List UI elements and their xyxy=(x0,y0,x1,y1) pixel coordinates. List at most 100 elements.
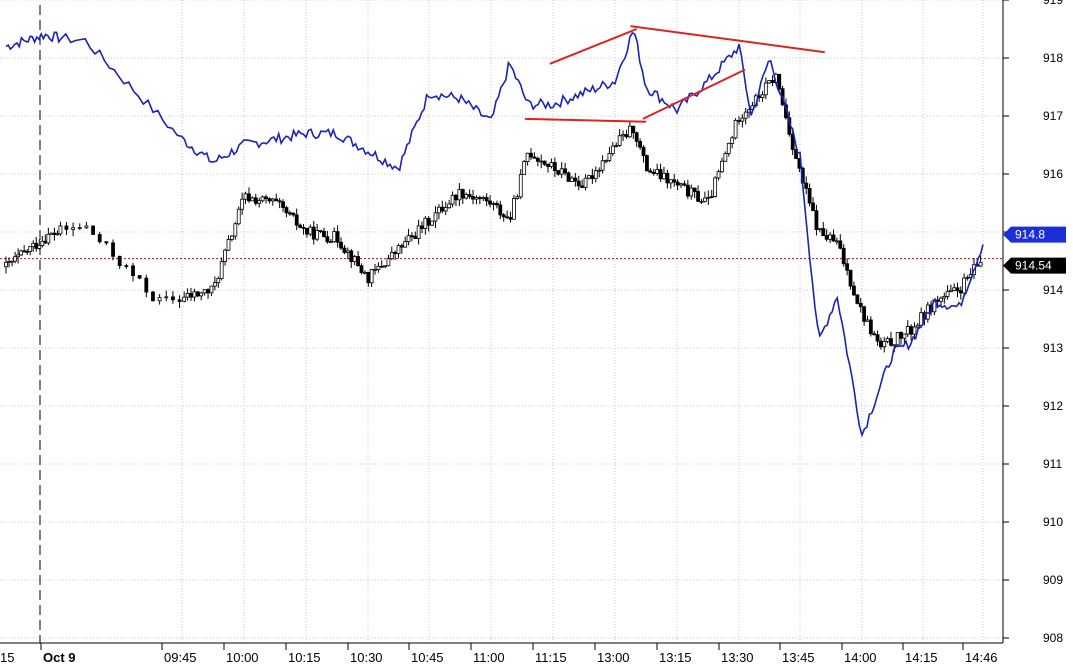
candle-body xyxy=(13,256,17,262)
candle-body xyxy=(682,183,687,186)
candle-body xyxy=(811,202,815,212)
candle-body xyxy=(868,319,873,335)
candle-body xyxy=(233,223,238,237)
candle-body xyxy=(955,287,960,292)
candle-body xyxy=(624,134,629,138)
candle-body xyxy=(117,255,122,267)
candle-body xyxy=(899,332,903,339)
y-tick-label: 918 xyxy=(1043,51,1063,65)
candle-body xyxy=(634,132,639,142)
candle-body xyxy=(177,299,182,302)
candle-body xyxy=(488,200,492,205)
candle-body xyxy=(335,231,340,243)
candle-body xyxy=(457,189,462,201)
candle-body xyxy=(831,234,836,242)
candle-body xyxy=(64,225,69,230)
candle-body xyxy=(645,155,649,172)
candle-body xyxy=(518,174,523,198)
candle-body xyxy=(318,230,323,232)
candle-body xyxy=(692,187,697,192)
x-tick-label: 10:00 xyxy=(226,650,259,665)
candle-body xyxy=(614,145,619,147)
candle-body xyxy=(10,260,14,263)
candle-body xyxy=(770,80,775,83)
candle-body xyxy=(651,171,656,174)
candle-body xyxy=(912,326,917,335)
candle-body xyxy=(552,162,557,171)
candle-body xyxy=(580,185,585,188)
candle-body xyxy=(209,285,214,294)
candle-body xyxy=(621,134,625,137)
candle-body xyxy=(281,201,285,208)
candle-body xyxy=(199,292,204,297)
candle-body xyxy=(814,210,819,230)
candle-body xyxy=(291,212,296,216)
candle-body xyxy=(508,217,513,220)
y-tick-label: 914 xyxy=(1043,283,1063,297)
candle-body xyxy=(665,172,670,184)
candle-body xyxy=(498,204,503,216)
candle-body xyxy=(396,245,401,254)
candle-body xyxy=(226,239,231,251)
candle-body xyxy=(909,326,914,335)
candle-body xyxy=(426,217,431,226)
candle-body xyxy=(477,197,482,200)
candle-body xyxy=(274,198,279,202)
candle-body xyxy=(828,234,832,240)
x-tick-label: 10:15 xyxy=(288,650,321,665)
candle-body xyxy=(733,120,738,139)
candle-body xyxy=(171,296,175,301)
candle-body xyxy=(28,246,33,252)
candle-body xyxy=(247,193,251,202)
candle-body xyxy=(834,240,839,243)
trendline xyxy=(549,28,638,65)
candle-body xyxy=(342,247,347,253)
candle-body xyxy=(219,261,224,279)
candle-body xyxy=(848,269,853,287)
x-axis-ticks: 15 Oct 9 09:45 10:00 10:15 10:30 10:45 11:00 11:… xyxy=(0,643,998,665)
candle-body xyxy=(515,196,520,199)
candle-body xyxy=(607,153,612,162)
gridlines xyxy=(0,0,1003,643)
candle-body xyxy=(31,242,36,247)
candle-body xyxy=(841,247,846,265)
candle-body xyxy=(675,181,680,186)
candle-body xyxy=(563,168,567,174)
candle-body xyxy=(945,291,950,297)
candle-body xyxy=(474,197,479,200)
candle-body xyxy=(685,184,690,197)
candle-body xyxy=(703,197,707,202)
candle-body xyxy=(542,160,547,165)
candle-body xyxy=(556,170,561,175)
x-tick-label: 14:00 xyxy=(844,650,877,665)
candle-body xyxy=(760,94,765,99)
candle-body xyxy=(885,338,890,342)
candle-body xyxy=(824,235,829,240)
candle-body xyxy=(49,232,54,235)
candle-body xyxy=(672,179,677,183)
candle-body xyxy=(460,189,465,199)
candle-body xyxy=(882,340,887,348)
candle-body xyxy=(151,291,155,302)
candle-body xyxy=(865,319,870,322)
candle-body xyxy=(356,256,360,267)
candle-body xyxy=(443,207,448,212)
candle-body xyxy=(277,200,282,203)
candle-body xyxy=(696,191,700,202)
candle-body xyxy=(430,220,435,226)
candle-body xyxy=(264,196,268,199)
candle-body xyxy=(505,216,510,219)
candle-body xyxy=(905,326,910,335)
x-tick-label: 09:45 xyxy=(164,650,197,665)
candle-body xyxy=(157,297,162,302)
y-tick-label: 917 xyxy=(1043,109,1063,123)
candle-body xyxy=(185,292,190,298)
candle-body xyxy=(767,80,772,84)
candle-body xyxy=(559,168,564,175)
candle-body xyxy=(447,203,452,209)
candle-body xyxy=(570,177,574,182)
y-tick-label: 916 xyxy=(1043,167,1063,181)
candle-body xyxy=(737,120,741,122)
candle-body xyxy=(512,198,516,220)
